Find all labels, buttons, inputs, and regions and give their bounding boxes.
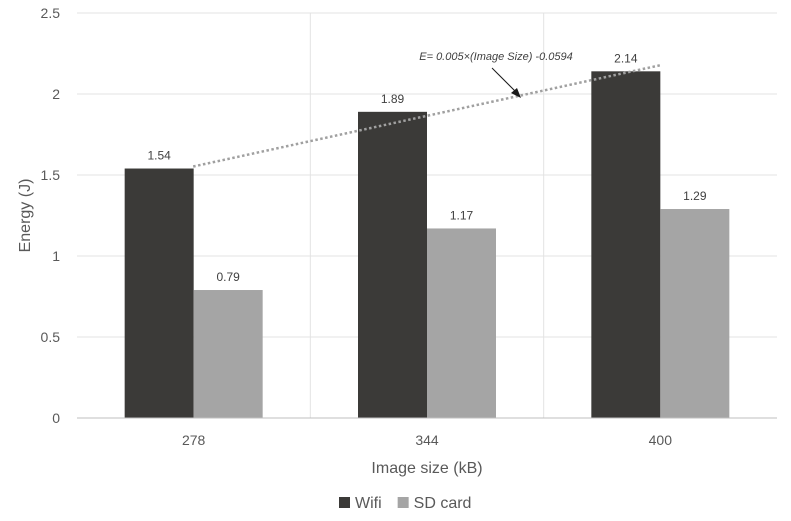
x-axis-title: Image size (kB) — [371, 460, 482, 477]
bar-sd-card-400 — [660, 209, 730, 418]
y-tick-label: 1 — [52, 248, 60, 264]
axes: 0 0.5 1 1.5 2 2.5 278 344 400 Image size (kB) Ener… — [17, 5, 777, 477]
legend-label-sd-card: SD card — [414, 495, 472, 512]
bar-wifi-344 — [358, 111, 427, 418]
data-label: 1.89 — [381, 92, 405, 106]
x-tick-label: 400 — [649, 432, 673, 448]
y-tick-label: 0 — [52, 410, 60, 426]
annotation-arrow-line — [491, 67, 518, 94]
data-label: 1.54 — [147, 149, 171, 163]
y-tick-label: 2 — [52, 86, 60, 102]
data-label: 0.79 — [216, 270, 240, 284]
legend: Wifi SD card — [339, 495, 471, 512]
y-tick-label: 1.5 — [41, 167, 61, 183]
bar-sd-card-278 — [193, 290, 263, 418]
y-axis-title: Energy (J) — [17, 179, 34, 253]
trendline-group: E= 0.005×(Image Size) -0.0594 — [192, 51, 661, 168]
data-label: 1.17 — [450, 208, 474, 222]
x-tick-label: 344 — [415, 432, 439, 448]
data-label: 1.29 — [683, 189, 707, 203]
labels: 1.54 0.79 1.89 1.17 2.14 1.29 — [147, 51, 706, 284]
legend-swatch-wifi — [339, 497, 350, 508]
y-tick-label: 0.5 — [41, 329, 61, 345]
bar-wifi-278 — [124, 168, 194, 418]
y-tick-label: 2.5 — [41, 5, 61, 21]
data-label: 2.14 — [614, 51, 638, 65]
bar-sd-card-344 — [427, 228, 496, 418]
bars — [124, 71, 730, 418]
x-tick-label: 278 — [182, 432, 206, 448]
bar-wifi-400 — [591, 71, 661, 418]
trendline-equation: E= 0.005×(Image Size) -0.0594 — [419, 51, 572, 63]
legend-label-wifi: Wifi — [355, 495, 382, 512]
annotation-arrow-head — [511, 88, 521, 98]
legend-swatch-sd-card — [397, 497, 409, 508]
